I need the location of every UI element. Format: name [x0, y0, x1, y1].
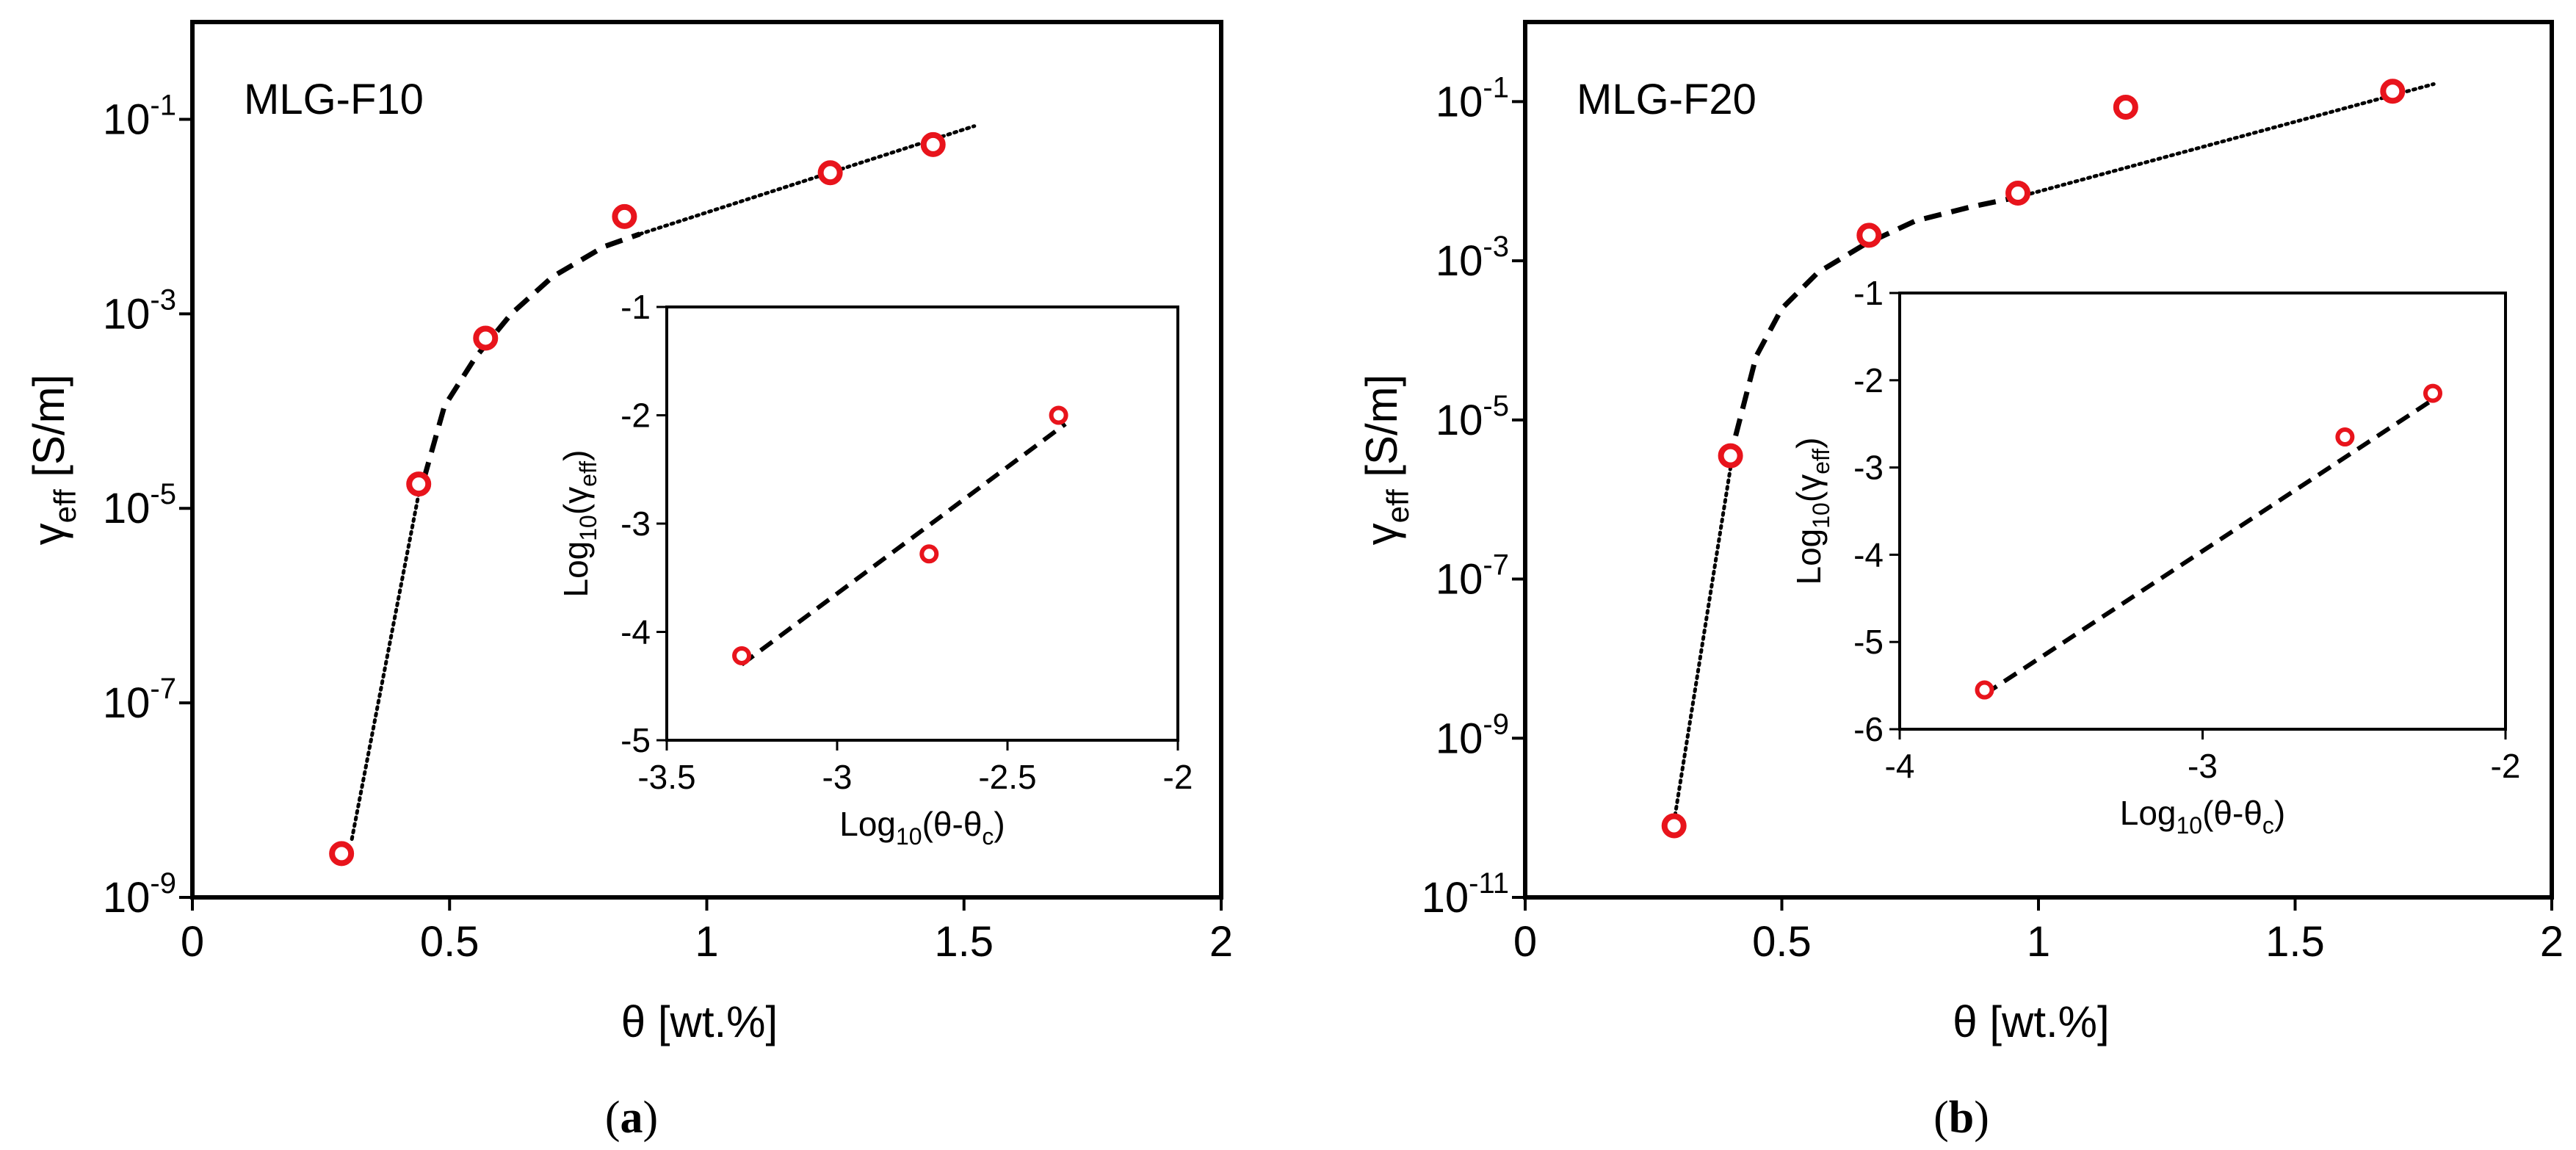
- inset-y-axis-label: Log10(γeff): [557, 450, 601, 598]
- chart-panel-a: 0 0.5 1 1.5 2 10-1 10-3 10-5 10-7 10-9 θ [wt.%] γef…: [24, 20, 1233, 1143]
- x-tick-label: 0.5: [1752, 918, 1812, 966]
- y-tick-label: 10-9: [1436, 708, 1509, 762]
- fit-line-dotted-high: [637, 124, 977, 236]
- inset-x-tick-label: -2: [1163, 758, 1193, 796]
- inset-chart: -3.5 -3 -2.5 -2 -1 -2 -3 -4 -5 Log10(θ-θc) Log10(γ…: [557, 288, 1193, 850]
- inset-fit-line: [740, 422, 1067, 667]
- data-point: [817, 160, 843, 186]
- fit-line-dotted-low: [350, 491, 421, 841]
- inset-y-tick-label: -2: [621, 397, 651, 435]
- sample-label: MLG-F10: [244, 76, 424, 123]
- inset-y-tick-label: -2: [1853, 361, 1884, 399]
- inset-y-tick-label: -1: [621, 288, 651, 326]
- inset-y-tick-label: -4: [1853, 535, 1884, 574]
- inset-y-tick-label: -5: [1853, 623, 1884, 661]
- inset-data-point: [1975, 680, 1994, 700]
- y-axis-label: γeff [S/m]: [1357, 375, 1415, 546]
- inset-x-tick-label: -3: [822, 758, 853, 796]
- x-tick-label: 1.5: [2265, 918, 2325, 966]
- inset-x-axis-label: Log10(θ-θc): [2120, 794, 2285, 839]
- sample-label: MLG-F20: [1577, 76, 1756, 123]
- inset-x-tick-label: -2: [2491, 747, 2521, 785]
- inset-x-tick-label: -3: [2188, 747, 2218, 785]
- y-tick-label: 10-7: [103, 673, 176, 727]
- inset-fit-line: [1983, 396, 2437, 697]
- data-point: [2113, 94, 2138, 120]
- x-tick-label: 2: [2540, 918, 2564, 966]
- fit-line-dashed: [1733, 194, 2019, 437]
- data-point: [2005, 180, 2031, 206]
- data-point: [920, 131, 946, 157]
- inset-frame: [1898, 292, 2507, 731]
- x-tick-label: 1.5: [934, 918, 994, 966]
- inset-y-tick-label: -1: [1853, 274, 1884, 312]
- data-point: [1661, 813, 1687, 839]
- fit-line-dotted-high: [2016, 82, 2436, 199]
- inset-chart: -4 -3 -2 -1 -2 -3 -4 -5 -6 Log10(θ-θc) Log10(γeff): [1790, 274, 2520, 839]
- fit-line-dotted-low: [1672, 466, 1733, 824]
- y-tick-label: 10-5: [1436, 390, 1509, 444]
- data-point: [473, 325, 499, 351]
- y-tick-label: 10-5: [103, 478, 176, 532]
- inset-y-tick-label: -6: [1853, 710, 1884, 748]
- y-tick-label: 10-7: [1436, 549, 1509, 604]
- fit-line-dashed: [421, 231, 641, 480]
- inset-data-point: [2335, 427, 2355, 447]
- data-point: [612, 203, 637, 229]
- y-tick-label: 10-1: [103, 89, 176, 143]
- x-tick-label: 1: [695, 918, 718, 966]
- inset-y-tick-label: -3: [621, 505, 651, 543]
- y-tick-label: 10-11: [1422, 867, 1509, 922]
- data-point: [1718, 443, 1743, 469]
- x-tick-label: 2: [1209, 918, 1233, 966]
- inset-data-point: [919, 544, 939, 564]
- x-axis-label: θ [wt.%]: [1953, 997, 2109, 1046]
- data-point: [2380, 79, 2406, 104]
- inset-x-tick-label: -4: [1885, 747, 1915, 785]
- y-tick-label: 10-3: [103, 283, 176, 338]
- inset-data-point: [1049, 405, 1068, 425]
- x-tick-label: 1: [2027, 918, 2050, 966]
- y-axis-label: γeff [S/m]: [24, 375, 82, 546]
- inset-x-axis-label: Log10(θ-θc): [839, 805, 1005, 850]
- inset-y-tick-label: -4: [621, 613, 651, 651]
- data-point: [406, 471, 432, 497]
- y-tick-label: 10-1: [1436, 71, 1509, 126]
- y-tick-label: 10-3: [1436, 231, 1509, 285]
- inset-x-tick-label: -3.5: [637, 758, 695, 796]
- panel-caption: (a): [605, 1093, 658, 1143]
- data-point: [1856, 223, 1882, 248]
- chart-panel-b: 0 0.5 1 1.5 2 10-1 10-3 10-5 10-7 10-9 10-11 θ [wt.…: [1357, 20, 2564, 1143]
- inset-frame: [665, 305, 1179, 742]
- panel-caption: (b): [1933, 1093, 1989, 1143]
- y-tick-label: 10-9: [103, 867, 176, 922]
- inset-x-tick-label: -2.5: [978, 758, 1036, 796]
- x-tick-label: 0.5: [420, 918, 480, 966]
- inset-y-tick-label: -5: [621, 721, 651, 759]
- x-axis-label: θ [wt.%]: [621, 997, 778, 1046]
- inset-y-axis-label: Log10(γeff): [1790, 438, 1834, 585]
- inset-data-point: [2423, 383, 2442, 403]
- x-tick-label: 0: [181, 918, 204, 966]
- inset-data-point: [732, 645, 752, 665]
- data-point: [329, 841, 355, 867]
- x-tick-label: 0: [1513, 918, 1537, 966]
- inset-y-tick-label: -3: [1853, 449, 1884, 487]
